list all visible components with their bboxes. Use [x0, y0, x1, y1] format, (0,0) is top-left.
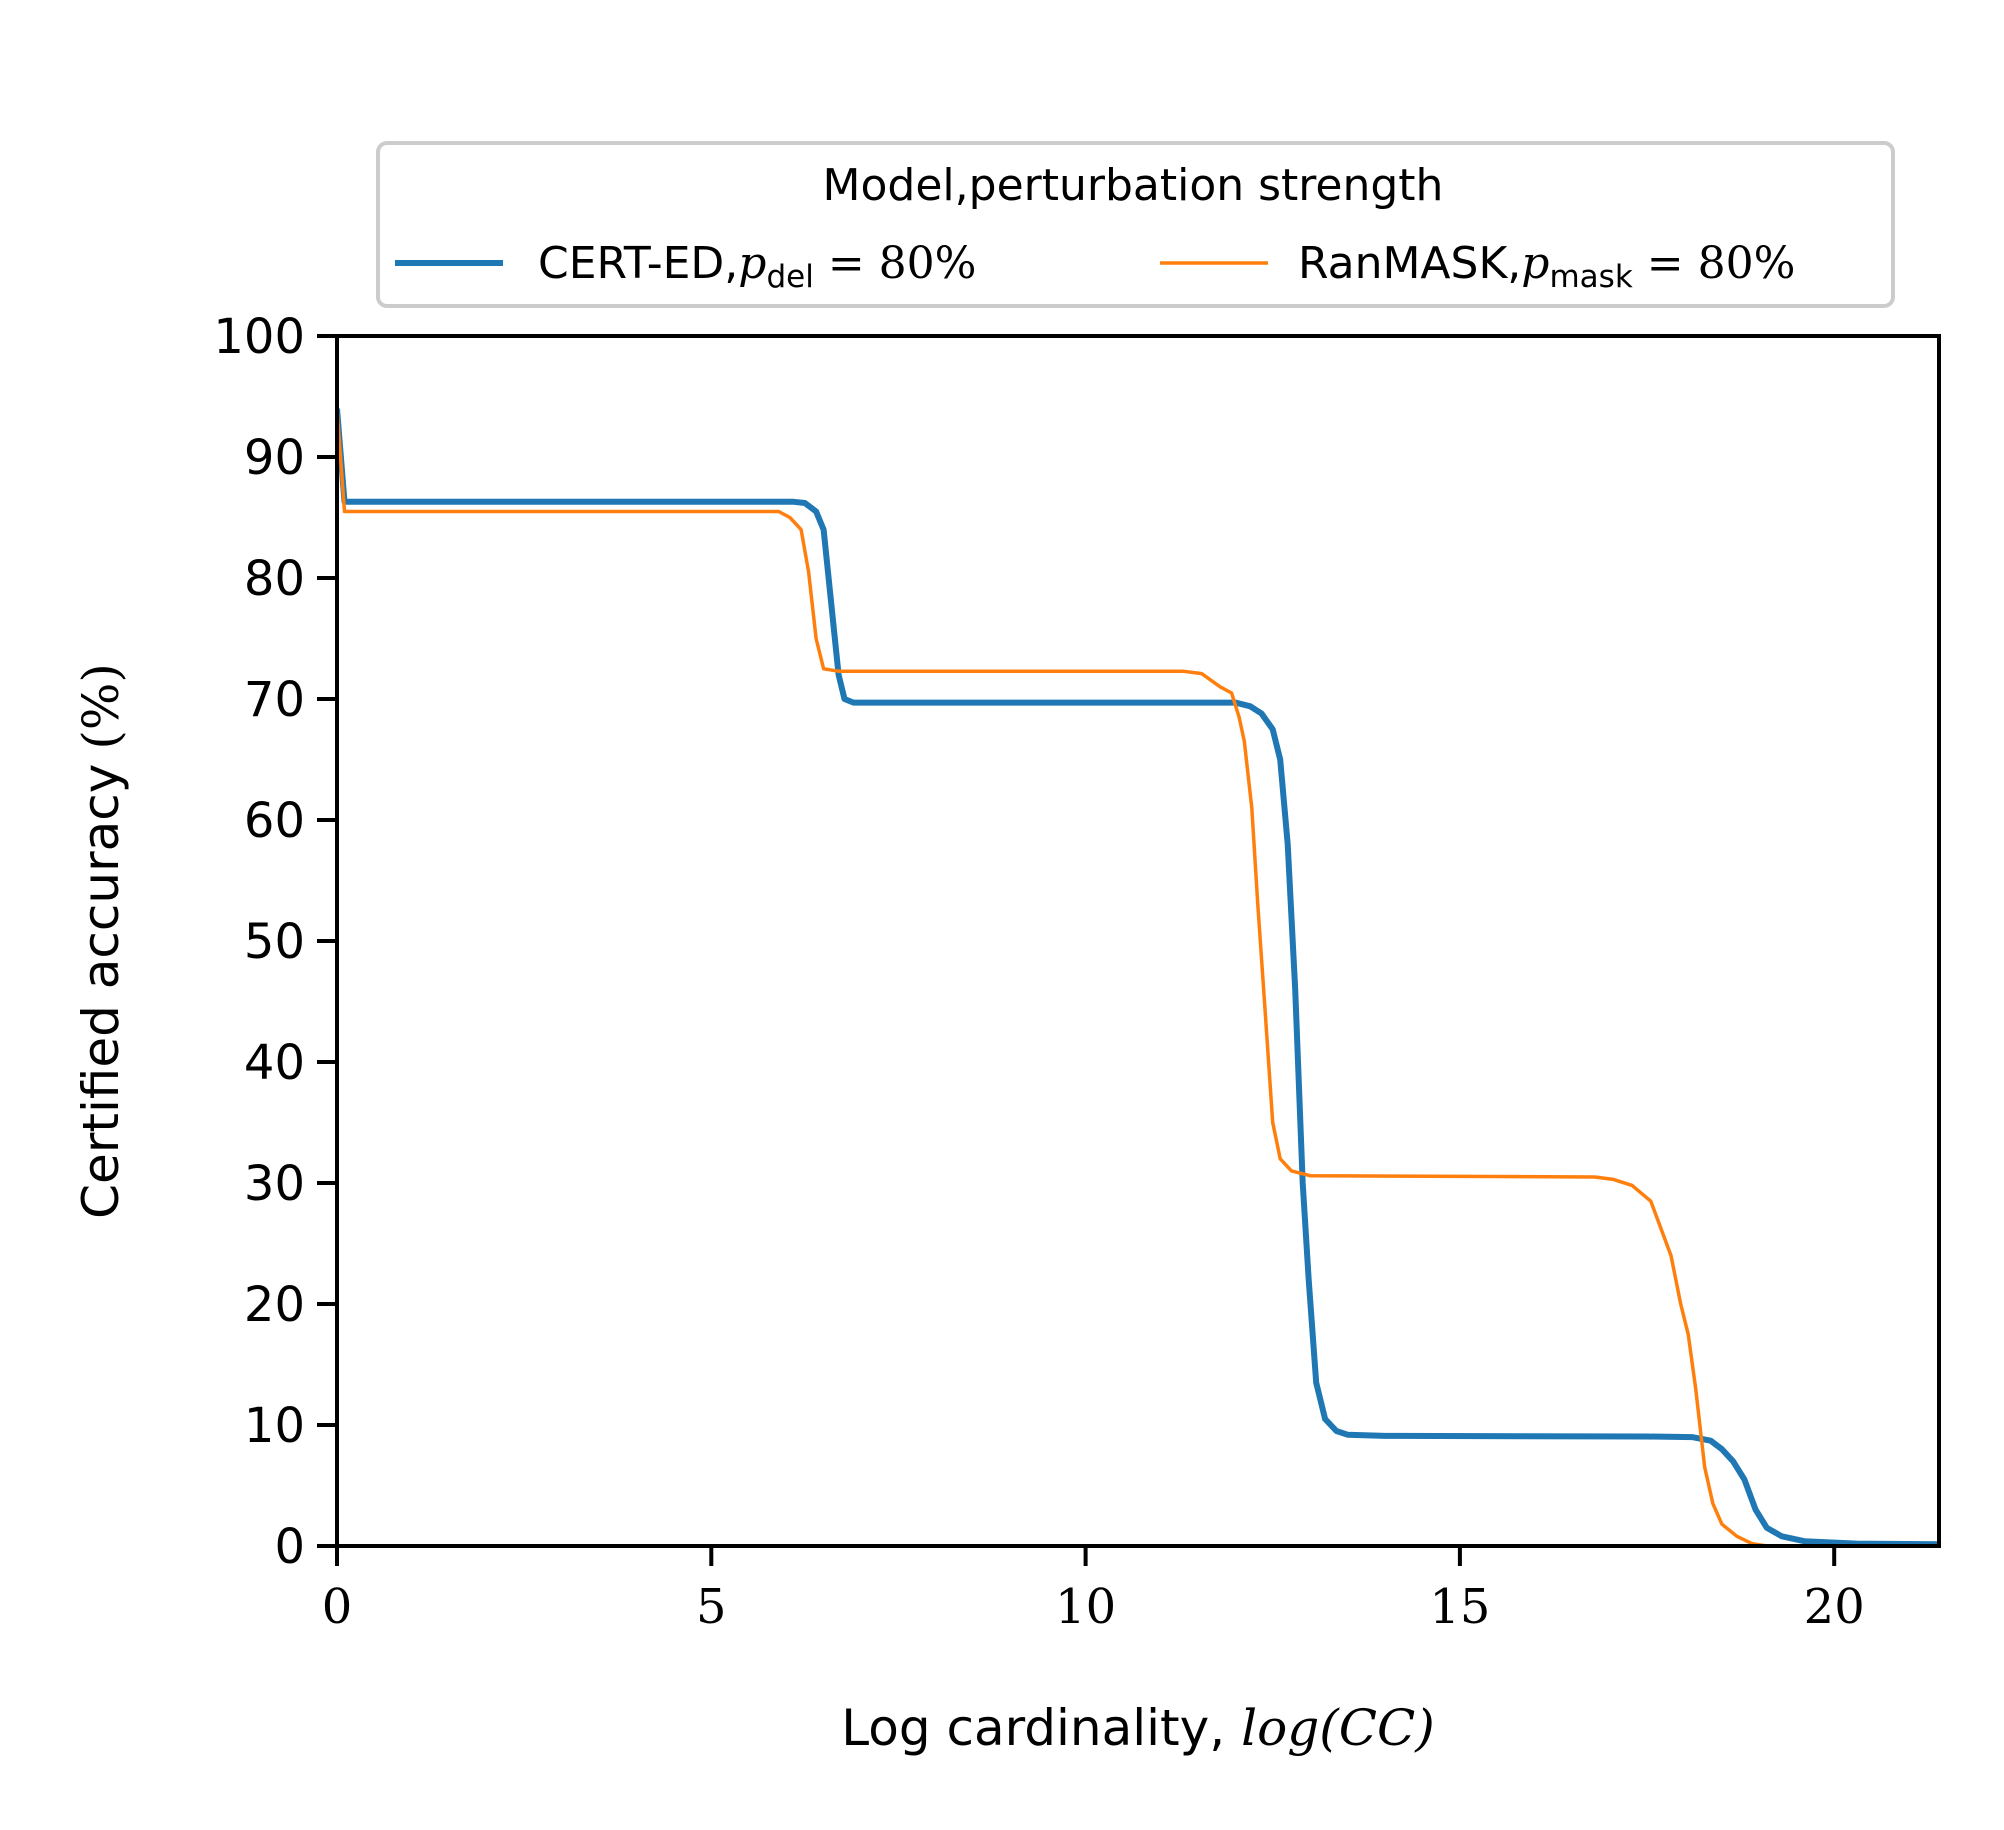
y-tick-label: 50 — [244, 914, 305, 970]
y-tick-label: 100 — [213, 309, 305, 365]
series-line-ranmask — [337, 408, 1939, 1546]
x-axis: 0 5 10 15 20 — [322, 1546, 1865, 1635]
legend-label-cert-ed: CERT-ED,pdel = 80% — [538, 238, 976, 295]
y-axis-label: Certified accuracy(%) — [72, 663, 130, 1219]
legend-title: Model,perturbation strength — [823, 160, 1444, 211]
x-tick-label: 20 — [1804, 1579, 1865, 1635]
y-tick-label: 10 — [244, 1398, 305, 1454]
legend-entry-cert-ed: CERT-ED,pdel = 80% — [395, 238, 976, 295]
x-axis-label: Log cardinality, log(CC) — [841, 1699, 1434, 1757]
y-tick-label: 90 — [244, 430, 305, 486]
y-tick-label: 70 — [244, 672, 305, 728]
y-tick-label: 40 — [244, 1035, 305, 1091]
plot-area — [335, 334, 1941, 1548]
series-layer — [337, 408, 1939, 1546]
y-axis: 0 10 20 30 40 50 60 70 80 90 100 — [213, 309, 337, 1575]
plot-frame — [335, 334, 1941, 1548]
y-tick-label: 60 — [244, 793, 305, 849]
x-tick-label: 15 — [1429, 1579, 1490, 1635]
legend: Model,perturbation strength CERT-ED,pdel… — [376, 141, 1895, 308]
y-tick-label: 20 — [244, 1277, 305, 1333]
legend-entry-ranmask: RanMASK,pmask = 80% — [1160, 238, 1795, 295]
legend-frame — [376, 141, 1895, 308]
series-line-cert-ed — [337, 408, 1939, 1546]
y-tick-label: 0 — [274, 1519, 305, 1575]
x-tick-label: 0 — [322, 1579, 353, 1635]
x-tick-label: 10 — [1055, 1579, 1116, 1635]
legend-label-ranmask: RanMASK,pmask = 80% — [1298, 238, 1795, 295]
y-tick-label: 30 — [244, 1156, 305, 1212]
x-tick-label: 5 — [696, 1579, 727, 1635]
y-tick-label: 80 — [244, 551, 305, 607]
